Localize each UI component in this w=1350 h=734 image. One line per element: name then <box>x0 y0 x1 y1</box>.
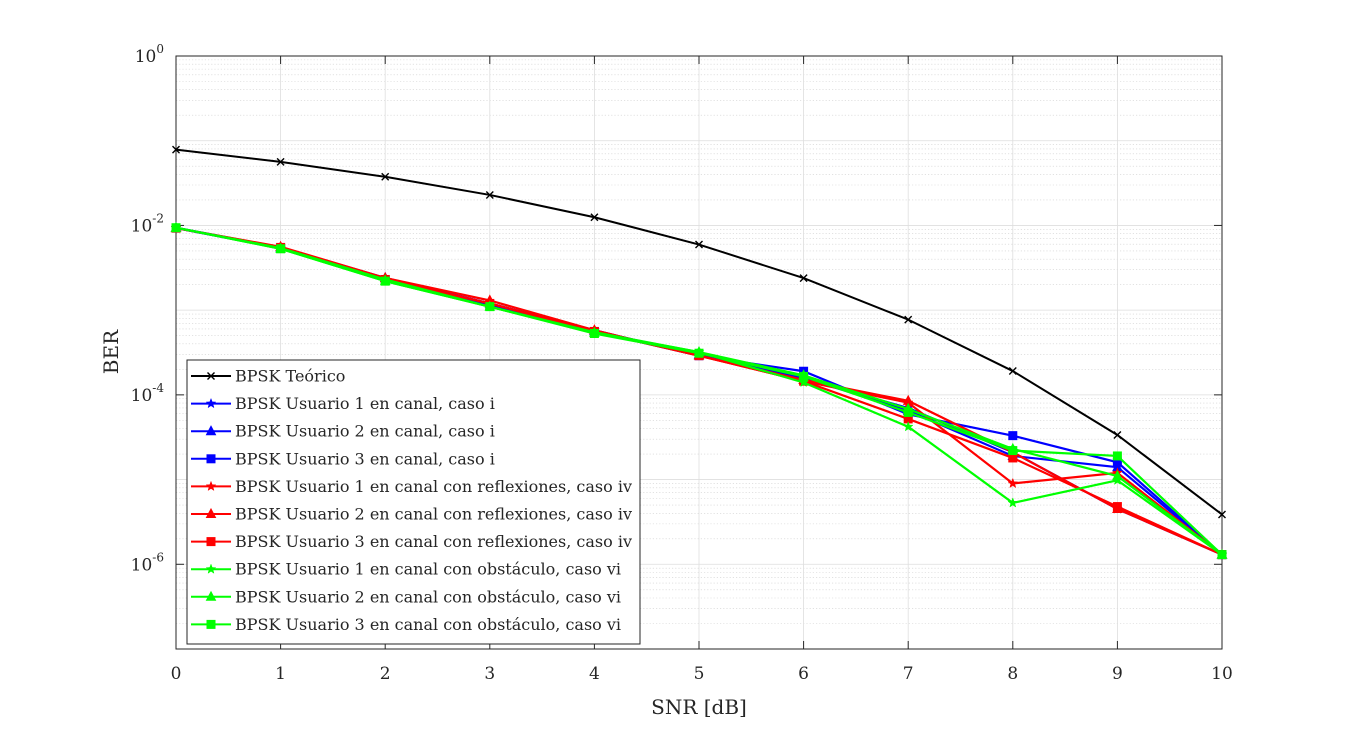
x-marker-stroke <box>1008 367 1017 376</box>
legend-item: BPSK Usuario 1 en canal con obstáculo, c… <box>191 560 621 579</box>
legend-item: BPSK Usuario 3 en canal con obstáculo, c… <box>191 615 621 634</box>
legend-item: BPSK Usuario 3 en canal con reflexiones,… <box>191 532 632 551</box>
series-10 <box>171 223 1227 560</box>
x-marker <box>207 372 215 380</box>
x-marker <box>1008 367 1017 376</box>
x-tick-label: 1 <box>275 664 286 684</box>
legend-label: BPSK Usuario 2 en canal, caso i <box>235 422 495 441</box>
square-marker <box>589 329 599 339</box>
axis-ticks: 0 1 2 3 4 5 6 7 8 9 10 100 10-2 10-4 10-6 <box>131 42 1233 684</box>
square-marker <box>171 223 181 233</box>
square-marker <box>1112 502 1122 512</box>
x-tick-label: 5 <box>694 664 705 684</box>
x-marker-stroke <box>799 274 808 283</box>
square-marker <box>1008 453 1018 463</box>
legend-label: BPSK Usuario 2 en canal con reflexiones,… <box>235 505 632 524</box>
x-marker <box>485 190 494 199</box>
legend-item: BPSK Usuario 2 en canal, caso i <box>191 422 495 441</box>
legend-label: BPSK Usuario 3 en canal con obstáculo, c… <box>235 615 621 634</box>
star-marker <box>1007 477 1019 489</box>
square-marker <box>1008 446 1018 456</box>
legend-item: BPSK Usuario 1 en canal, caso i <box>191 394 495 413</box>
x-tick-label: 7 <box>903 664 914 684</box>
y-tick-label: 10-6 <box>131 550 164 575</box>
x-marker <box>695 240 703 249</box>
legend-item: BPSK Usuario 1 en canal con reflexiones,… <box>191 477 632 496</box>
y-tick-label: 10-2 <box>131 211 164 236</box>
triangle-marker <box>205 425 217 436</box>
legend-label: BPSK Usuario 1 en canal con obstáculo, c… <box>235 560 621 579</box>
square-marker <box>799 371 809 381</box>
legend-label: BPSK Usuario 3 en canal con reflexiones,… <box>235 532 632 551</box>
x-tick-label: 3 <box>484 664 495 684</box>
legend-item: BPSK Teórico <box>191 367 345 386</box>
triangle-marker <box>205 507 217 518</box>
x-marker <box>276 157 285 166</box>
series-1 <box>172 145 1226 519</box>
x-marker-stroke <box>1113 430 1122 439</box>
star-marker <box>1007 497 1019 508</box>
legend-label: BPSK Teórico <box>235 367 345 386</box>
x-marker-stroke <box>695 240 703 249</box>
square-marker <box>206 619 216 629</box>
legend-item: BPSK Usuario 3 en canal, caso i <box>191 449 495 468</box>
legend-label: BPSK Usuario 2 en canal con obstáculo, c… <box>235 587 621 606</box>
x-axis-label: SNR [dB] <box>651 695 747 719</box>
x-marker <box>1113 430 1122 439</box>
x-tick-label: 2 <box>380 664 391 684</box>
legend-item: BPSK Usuario 2 en canal con reflexiones,… <box>191 505 632 524</box>
x-tick-label: 9 <box>1112 664 1123 684</box>
x-marker-stroke <box>172 145 180 154</box>
legend: BPSK Teórico BPSK Usuario 1 en canal, cas… <box>186 359 641 645</box>
y-tick-label: 10-4 <box>131 381 165 406</box>
square-marker <box>1008 431 1018 441</box>
legend-label: BPSK Usuario 1 en canal, caso i <box>235 394 495 413</box>
x-marker <box>381 172 390 181</box>
x-marker-stroke <box>904 315 913 324</box>
legend-label: BPSK Usuario 1 en canal con reflexiones,… <box>235 477 632 496</box>
triangle-marker <box>1112 469 1123 481</box>
x-tick-label: 10 <box>1211 664 1233 684</box>
x-marker-stroke <box>590 213 599 222</box>
x-tick-label: 6 <box>798 664 809 684</box>
x-marker-stroke <box>207 372 215 380</box>
series-layer <box>170 145 1228 560</box>
x-tick-label: 8 <box>1007 664 1018 684</box>
square-marker <box>206 454 216 464</box>
legend-label: BPSK Usuario 3 en canal, caso i <box>235 449 495 468</box>
legend-item: BPSK Usuario 2 en canal con obstáculo, c… <box>191 587 621 606</box>
square-marker <box>276 244 286 254</box>
y-tick-label: 100 <box>135 42 164 67</box>
legend-box <box>186 359 641 645</box>
x-marker-stroke <box>1218 510 1226 519</box>
x-marker-stroke <box>485 190 494 199</box>
x-marker <box>590 213 599 222</box>
square-marker <box>1112 451 1122 461</box>
x-marker-stroke <box>381 172 390 181</box>
square-marker <box>903 407 913 417</box>
star-marker <box>902 421 914 432</box>
triangle-marker <box>205 590 217 601</box>
x-marker <box>1218 510 1226 519</box>
x-tick-label: 0 <box>171 664 182 684</box>
star-marker <box>205 563 217 574</box>
square-marker <box>380 276 390 286</box>
y-axis-label: BER <box>99 329 123 374</box>
x-marker <box>172 145 180 154</box>
square-marker <box>1217 550 1227 560</box>
square-marker <box>206 537 216 547</box>
square-marker <box>485 302 495 312</box>
x-marker <box>799 274 808 283</box>
x-marker <box>904 315 913 324</box>
square-marker <box>694 348 704 358</box>
star-marker <box>205 397 217 409</box>
x-marker-stroke <box>276 157 285 166</box>
x-tick-label: 4 <box>589 664 600 684</box>
star-marker <box>205 480 217 492</box>
